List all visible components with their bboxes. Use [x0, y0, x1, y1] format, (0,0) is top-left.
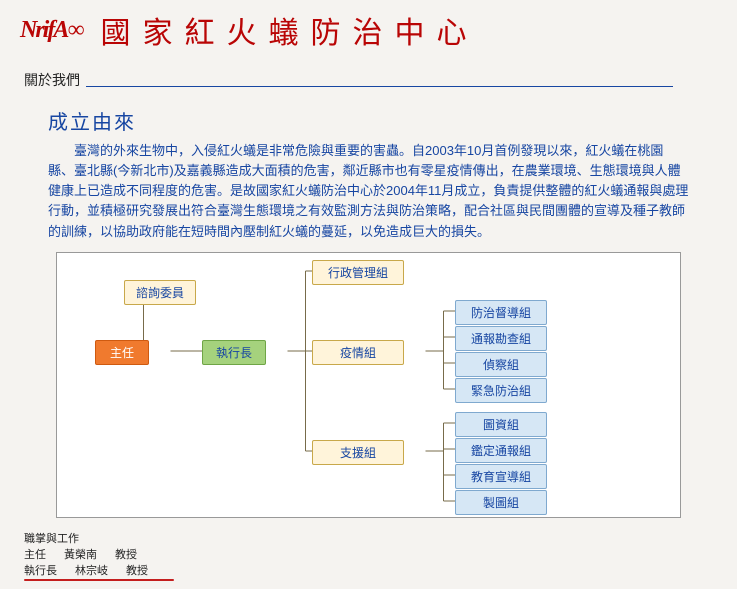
org-node-s4: 製圖組: [455, 490, 547, 515]
article-heading: 成立由來: [48, 106, 689, 135]
staff-underline: [24, 579, 174, 581]
staff-name: 黃榮南: [64, 546, 97, 562]
org-node-admin: 行政管理組: [312, 260, 404, 285]
org-node-s2: 鑑定通報組: [455, 438, 547, 463]
section-underline: [86, 86, 673, 87]
staff-row: 主任 黃榮南 教授: [24, 546, 713, 562]
staff-name: 林宗岐: [75, 562, 108, 578]
section-label: 關於我們: [24, 70, 86, 90]
org-node-director: 主任: [95, 340, 149, 365]
section-bar: 關於我們: [0, 56, 737, 90]
org-node-advisor: 諮詢委員: [124, 280, 196, 305]
staff-header: 職掌與工作: [24, 530, 713, 546]
org-node-e4: 緊急防治組: [455, 378, 547, 403]
org-node-s1: 圖資組: [455, 412, 547, 437]
staff-role: 執行長: [24, 562, 57, 578]
org-node-e2: 通報勘查組: [455, 326, 547, 351]
page-header: NrifA∞ 國家紅火蟻防治中心: [0, 0, 737, 56]
org-node-e1: 防治督導組: [455, 300, 547, 325]
staff-rows: 主任黃榮南教授執行長林宗岐教授: [24, 546, 713, 578]
org-node-ceo: 執行長: [202, 340, 266, 365]
site-logo: NrifA∞: [20, 17, 82, 44]
article-content: 成立由來 臺灣的外來生物中，入侵紅火蟻是非常危險與重要的害蟲。自2003年10月…: [0, 90, 737, 518]
site-title: 國家紅火蟻防治中心: [100, 8, 478, 52]
org-node-s3: 教育宣導組: [455, 464, 547, 489]
org-node-e3: 偵察組: [455, 352, 547, 377]
article-body: 臺灣的外來生物中，入侵紅火蟻是非常危險與重要的害蟲。自2003年10月首例發現以…: [48, 141, 689, 242]
staff-title: 教授: [126, 562, 148, 578]
staff-title: 教授: [115, 546, 137, 562]
org-node-epi: 疫情組: [312, 340, 404, 365]
org-chart: 諮詢委員主任 執行長 行政管理組疫情組支援組 防治督導組通報勘查組偵察組緊急防治組圖資…: [56, 252, 681, 518]
org-node-support: 支援組: [312, 440, 404, 465]
staff-section: 職掌與工作 主任黃榮南教授執行長林宗岐教授: [0, 526, 737, 589]
staff-role: 主任: [24, 546, 46, 562]
staff-row: 執行長 林宗岐 教授: [24, 562, 713, 578]
